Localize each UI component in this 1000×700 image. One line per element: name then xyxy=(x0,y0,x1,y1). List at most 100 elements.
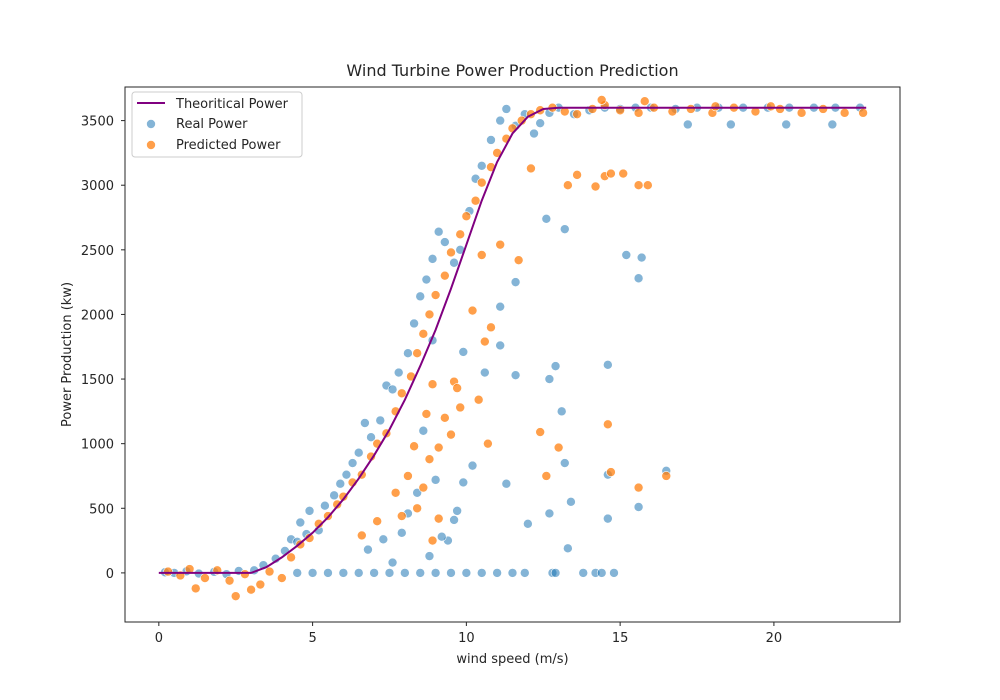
predicted-power-point xyxy=(446,429,456,440)
predicted-power-point xyxy=(163,566,173,577)
real-power-point xyxy=(396,528,407,538)
predicted-power-point xyxy=(427,535,438,546)
predicted-power-point xyxy=(516,115,527,126)
predicted-power-point xyxy=(230,591,241,601)
predicted-power-point xyxy=(390,487,401,498)
real-power-point xyxy=(369,568,379,578)
real-power-point xyxy=(603,513,613,524)
real-power-point xyxy=(412,487,422,498)
real-power-point xyxy=(384,568,395,578)
real-power-point xyxy=(476,161,487,171)
predicted-power-point xyxy=(495,239,505,250)
predicted-power-point xyxy=(639,96,650,107)
predicted-power-point xyxy=(661,471,672,481)
predicted-power-point xyxy=(476,250,487,260)
real-power-point xyxy=(323,568,333,578)
predicted-power-point xyxy=(424,454,435,464)
predicted-power-point xyxy=(200,573,210,583)
predicted-power-point xyxy=(357,530,367,541)
real-power-point xyxy=(449,257,459,268)
real-power-point xyxy=(535,118,545,128)
y-tick-label: 0 xyxy=(106,567,114,582)
real-power-point xyxy=(501,478,512,489)
predicted-power-point xyxy=(424,309,435,320)
real-power-point xyxy=(430,568,441,578)
real-power-point xyxy=(341,469,352,480)
real-power-point xyxy=(335,478,346,489)
real-power-point xyxy=(510,370,521,380)
legend: Theoritical Power Real Power Predicted P… xyxy=(131,91,303,158)
predicted-power-point xyxy=(796,108,807,118)
real-power-point xyxy=(433,226,444,237)
predicted-power-point xyxy=(246,584,256,595)
predicted-power-point xyxy=(277,573,287,583)
real-power-point xyxy=(347,458,358,468)
predicted-power-point xyxy=(603,419,613,430)
legend-box xyxy=(131,91,303,158)
real-power-point xyxy=(523,518,533,529)
x-tick-label: 20 xyxy=(766,631,783,646)
real-power-point xyxy=(387,384,398,395)
x-tick-label: 10 xyxy=(458,631,475,646)
predicted-power-point xyxy=(433,513,444,524)
real-power-point xyxy=(329,490,339,501)
real-power-point xyxy=(307,568,318,578)
predicted-power-point xyxy=(686,104,696,114)
predicted-power-point xyxy=(372,516,382,527)
y-tick-label: 2000 xyxy=(81,308,114,323)
real-power-point xyxy=(529,128,539,139)
predicted-power-point xyxy=(452,383,462,393)
predicted-power-point xyxy=(396,388,407,399)
legend-real-power-swatch xyxy=(146,119,156,129)
x-tick-label: 0 xyxy=(155,631,163,646)
real-power-point xyxy=(458,477,469,488)
real-power-point xyxy=(452,506,462,516)
real-power-point xyxy=(403,348,413,359)
predicted-power-point xyxy=(461,211,472,222)
predicted-power-point xyxy=(240,569,250,579)
real-power-point xyxy=(603,360,613,370)
predicted-power-point xyxy=(587,104,598,114)
predicted-power-point xyxy=(440,270,450,281)
predicted-power-point xyxy=(596,95,607,105)
predicted-power-point xyxy=(409,441,419,452)
real-power-point xyxy=(415,291,426,302)
predicted-power-point xyxy=(633,108,644,118)
predicted-power-point xyxy=(264,566,275,577)
x-tick-label: 15 xyxy=(612,631,629,646)
real-power-point xyxy=(682,119,693,130)
real-power-point xyxy=(295,517,306,528)
predicted-power-point xyxy=(473,394,484,405)
predicted-power-point xyxy=(766,101,776,112)
real-power-point xyxy=(400,568,410,578)
plot-area-frame xyxy=(124,86,901,623)
real-power-point xyxy=(492,568,502,578)
chart-title: Wind Turbine Power Production Prediction xyxy=(346,61,678,80)
real-power-point xyxy=(621,250,632,260)
real-power-point xyxy=(495,301,505,312)
legend-theoritical-power-label: Theoritical Power xyxy=(175,97,289,112)
real-power-point xyxy=(353,447,364,458)
real-power-point xyxy=(510,277,521,287)
y-axis-ticks: 0 500 1000 1500 2000 2500 3000 3500 xyxy=(81,115,125,582)
predicted-power-point xyxy=(412,503,422,514)
real-power-point xyxy=(461,568,472,578)
predicted-power-point xyxy=(643,180,653,191)
predicted-power-point xyxy=(483,438,493,449)
predicted-power-point xyxy=(572,109,582,119)
real-power-point xyxy=(436,531,447,542)
predicted-power-point xyxy=(526,163,536,174)
real-power-point xyxy=(559,224,570,234)
real-power-point xyxy=(418,425,429,436)
real-power-point xyxy=(781,119,792,130)
predicted-power-point xyxy=(446,247,456,258)
legend-predicted-power-swatch xyxy=(146,140,156,150)
real-power-point xyxy=(556,406,567,417)
real-power-point xyxy=(476,568,487,578)
real-power-point xyxy=(430,475,441,485)
predicted-power-point xyxy=(572,170,582,180)
real-power-point xyxy=(609,568,619,578)
y-tick-label: 3000 xyxy=(81,179,114,194)
predicted-power-point xyxy=(563,180,573,191)
